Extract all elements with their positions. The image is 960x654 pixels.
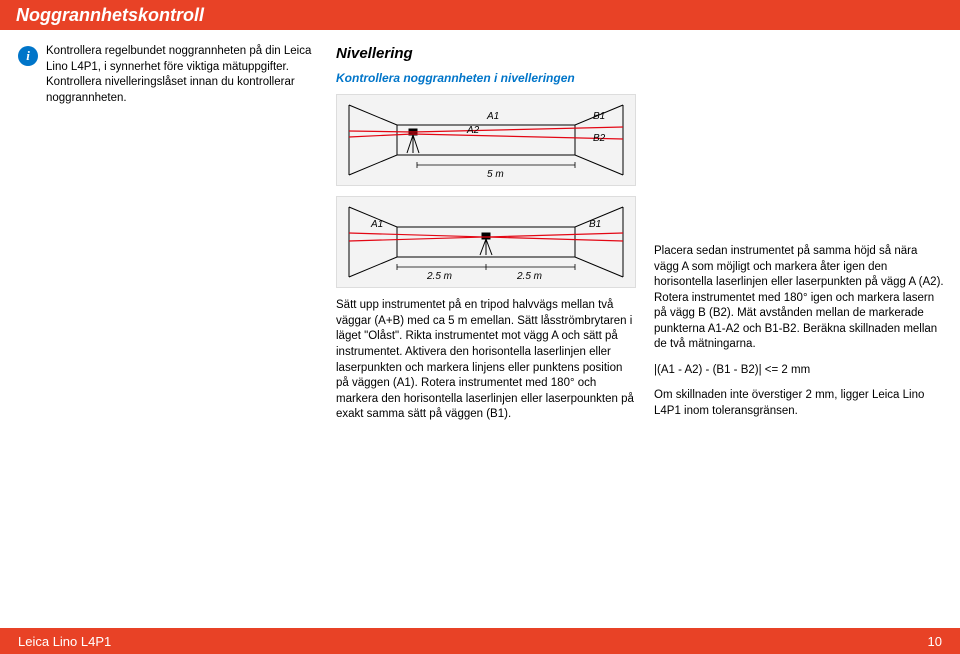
- diagram-2: A1 B1 2.5 m 2.5 m: [336, 196, 636, 288]
- info-icon: i: [18, 46, 38, 66]
- section-title: Nivellering: [336, 44, 636, 64]
- label-d2: 2.5 m: [516, 271, 542, 282]
- label-dist: 5 m: [487, 169, 504, 180]
- col3-body2: Om skillnaden inte överstiger 2 mm, ligg…: [654, 388, 944, 419]
- label-d1: 2.5 m: [426, 271, 452, 282]
- label-a1-2: A1: [370, 219, 383, 230]
- column-3: Placera sedan instrumentet på samma höjd…: [654, 44, 944, 433]
- footer-bar: Leica Lino L4P1 10: [0, 628, 960, 654]
- col3-formula: |(A1 - A2) - (B1 - B2)| <= 2 mm: [654, 363, 944, 379]
- content-area: i Kontrollera regelbundet noggrannheten …: [0, 30, 960, 433]
- column-2: Nivellering Kontrollera noggrannheten i …: [336, 44, 636, 433]
- label-a2: A2: [466, 125, 480, 136]
- column-1: i Kontrollera regelbundet noggrannheten …: [18, 44, 318, 433]
- header-bar: Noggrannhetskontroll: [0, 0, 960, 30]
- label-b1: B1: [593, 111, 605, 122]
- page-title: Noggrannhetskontroll: [16, 5, 204, 26]
- col3-body1: Placera sedan instrumentet på samma höjd…: [654, 244, 944, 353]
- footer-left: Leica Lino L4P1: [18, 634, 111, 649]
- diagram-1: A1 A2 B1 B2 5 m: [336, 94, 636, 186]
- label-b2: B2: [593, 133, 606, 144]
- footer-page-number: 10: [928, 634, 942, 649]
- intro-text: Kontrollera regelbundet noggrannheten på…: [46, 44, 318, 106]
- label-b1-2: B1: [589, 219, 601, 230]
- col2-body: Sätt upp instrumentet på en tripod halvv…: [336, 298, 636, 422]
- info-block: i Kontrollera regelbundet noggrannheten …: [18, 44, 318, 106]
- label-a1: A1: [486, 111, 499, 122]
- sub-title: Kontrollera noggrannheten i nivelleringe…: [336, 70, 636, 86]
